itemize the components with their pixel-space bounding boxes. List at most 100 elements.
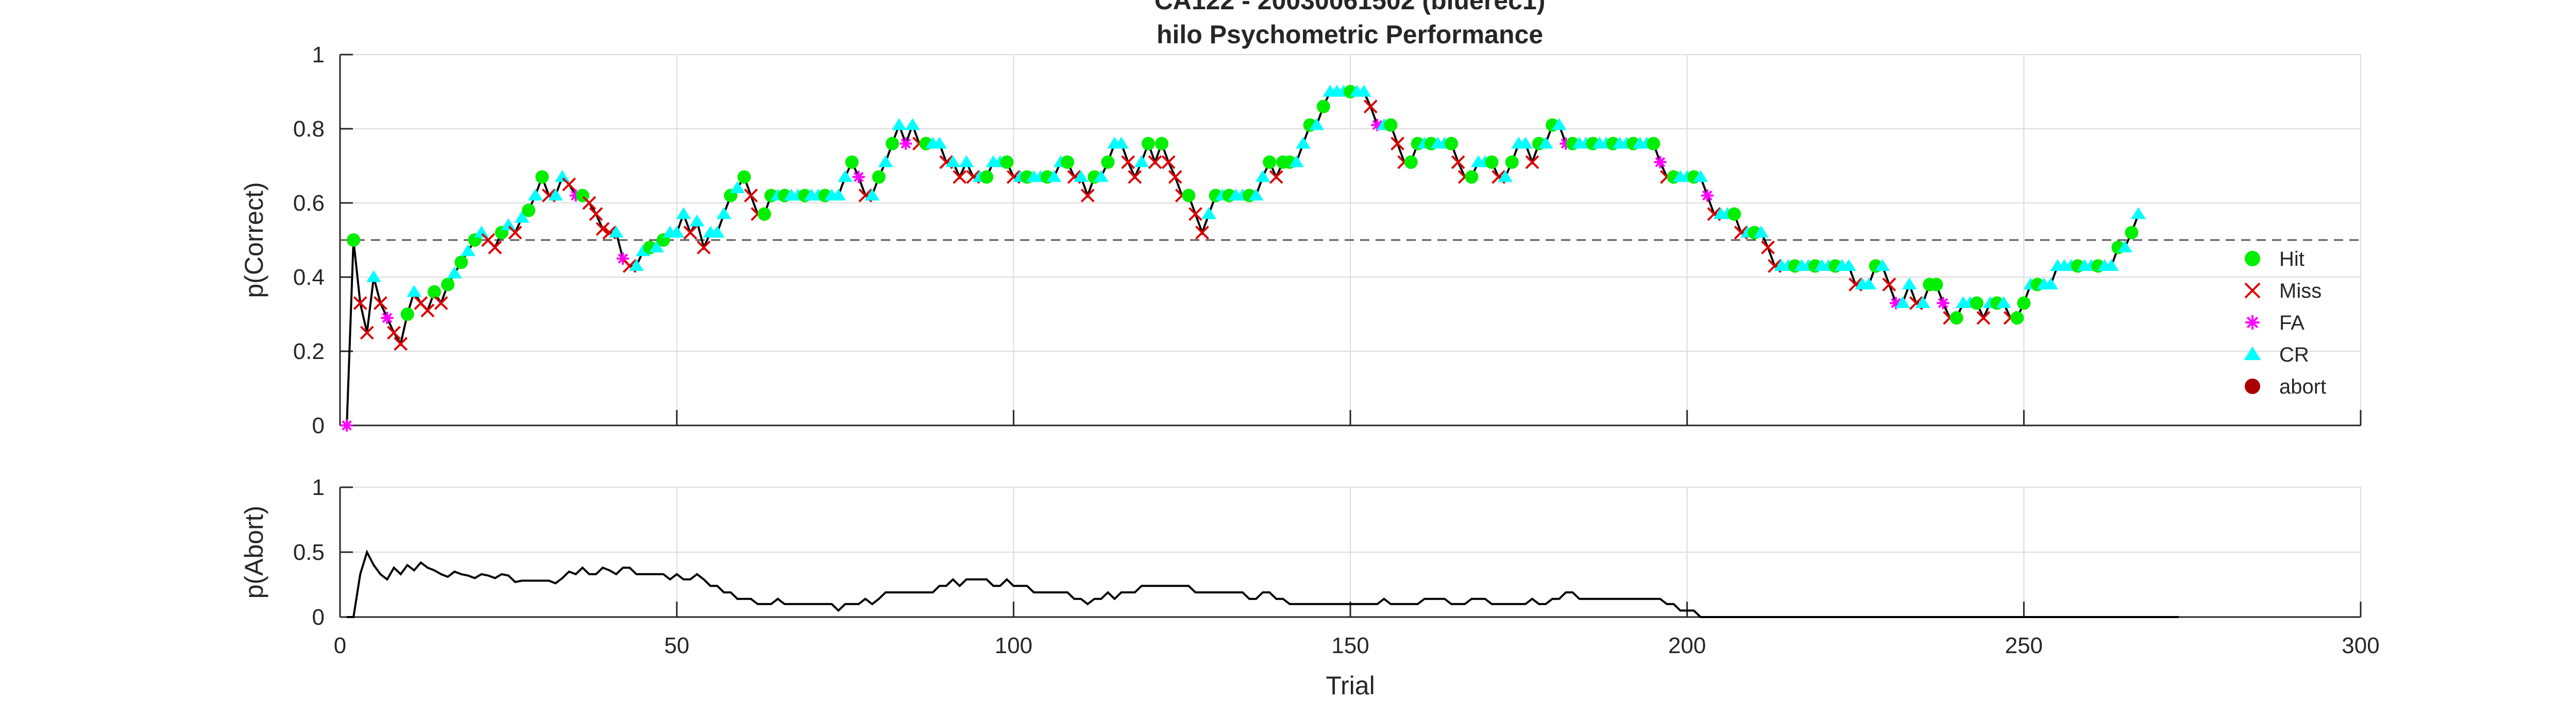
hit-marker	[886, 136, 900, 150]
miss-marker	[1976, 311, 1991, 325]
cr-marker	[1754, 226, 1769, 238]
cr-marker	[1498, 170, 1513, 182]
x-axis-label: Trial	[1326, 671, 1375, 700]
miss-marker	[387, 326, 401, 340]
cr-marker	[2043, 277, 2059, 290]
cr-marker	[1201, 207, 1216, 219]
hit-marker	[400, 307, 414, 321]
legend-hit-label: Hit	[2279, 248, 2304, 270]
hit-marker	[1485, 155, 1499, 169]
correct-panel: 0 0.2 0.4 0.6 0.8 1 p(Correct)	[240, 42, 2362, 438]
y-tick-label: 0	[312, 413, 325, 438]
cr-marker	[1248, 189, 1264, 201]
cr-marker	[1861, 277, 1877, 290]
cr-marker	[878, 155, 893, 167]
miss-marker	[1168, 170, 1182, 184]
hit-marker	[1384, 118, 1398, 132]
series-line	[346, 91, 2140, 426]
x-tick-label: 200	[1668, 633, 1706, 658]
hit-marker	[428, 285, 442, 299]
miss-marker	[1195, 226, 1209, 240]
y-tick-label: 0.5	[293, 540, 325, 565]
x-tick-label: 0	[334, 633, 346, 658]
miss-marker	[360, 326, 374, 340]
y-tick-label: 0.2	[293, 339, 325, 364]
hit-marker	[441, 278, 455, 292]
legend: Hit Miss FA CR abort	[2244, 248, 2326, 398]
cr-marker	[2131, 207, 2146, 219]
miss-marker	[488, 240, 502, 254]
hit-marker	[1505, 155, 1519, 169]
cr-marker	[891, 118, 907, 130]
miss-marker	[1451, 155, 1465, 169]
cr-marker	[406, 285, 422, 297]
hit-marker	[347, 233, 361, 247]
cr-marker	[2104, 259, 2119, 271]
cr-marker	[1255, 170, 1270, 182]
cr-marker	[932, 136, 947, 149]
fa-marker	[1560, 137, 1572, 150]
fa-marker	[900, 137, 912, 150]
cr-marker	[676, 207, 691, 219]
hit-marker	[845, 155, 859, 169]
cr-marker	[669, 226, 685, 238]
cr-marker	[1093, 170, 1109, 182]
miss-marker	[353, 296, 367, 310]
hit-marker	[1316, 99, 1330, 113]
miss-marker	[953, 170, 967, 184]
hit-marker	[2017, 296, 2031, 310]
miss-marker	[562, 177, 576, 192]
hit-marker	[1155, 136, 1168, 150]
abort-panel: 0 50 100 150 200 250 300 0 0.5 1 p(Abort) Trial	[240, 475, 2380, 700]
fa-marker	[1654, 156, 1667, 168]
cr-marker	[905, 118, 920, 130]
fa-marker	[1937, 297, 1950, 310]
figure-title: CA122 - 20030061502 (bluerec1)	[1155, 0, 1546, 15]
hit-marker	[1465, 170, 1479, 184]
cr-marker	[1915, 296, 1930, 309]
miss-marker	[596, 221, 610, 236]
cr-marker	[528, 189, 543, 201]
fa-marker	[381, 312, 394, 324]
legend-cr-marker	[2244, 346, 2261, 361]
y-axis-label: p(Abort)	[240, 506, 268, 599]
hit-marker	[872, 170, 886, 184]
miss-marker	[1080, 189, 1095, 203]
cr-marker	[474, 226, 489, 238]
miss-marker	[1161, 155, 1176, 169]
cr-marker	[1996, 296, 2011, 309]
cr-marker	[608, 226, 624, 238]
miss-marker	[1363, 99, 1378, 114]
cr-marker	[548, 189, 563, 201]
cr-marker	[514, 211, 530, 223]
cr-marker	[649, 240, 664, 253]
hit-marker	[1101, 155, 1115, 169]
cr-marker	[865, 189, 880, 201]
y-tick-label: 0.8	[293, 116, 325, 142]
cr-marker	[1114, 136, 1129, 149]
hit-marker	[1182, 189, 1196, 202]
y-tick-label: 1	[312, 475, 325, 500]
x-tick-label: 100	[995, 633, 1032, 658]
hit-marker	[1141, 136, 1155, 150]
cr-marker	[501, 218, 516, 230]
miss-marker	[1128, 170, 1142, 184]
hit-marker	[535, 170, 549, 184]
hit-marker	[1647, 136, 1660, 150]
miss-marker	[374, 296, 387, 310]
cr-marker	[1296, 136, 1311, 149]
miss-marker	[1391, 136, 1404, 151]
hit-marker	[980, 170, 994, 184]
miss-marker	[589, 207, 603, 221]
cr-marker	[1289, 155, 1304, 167]
y-axis-label: p(Correct)	[240, 182, 268, 298]
miss-marker	[1525, 155, 1539, 169]
fa-marker	[1701, 189, 1714, 202]
legend-abort-marker	[2245, 379, 2260, 394]
fa-marker	[617, 252, 630, 265]
cr-marker	[629, 259, 644, 271]
x-tick-label: 300	[2342, 633, 2379, 658]
hit-marker	[2125, 226, 2139, 240]
cr-marker	[366, 270, 381, 282]
cr-marker	[460, 244, 476, 257]
